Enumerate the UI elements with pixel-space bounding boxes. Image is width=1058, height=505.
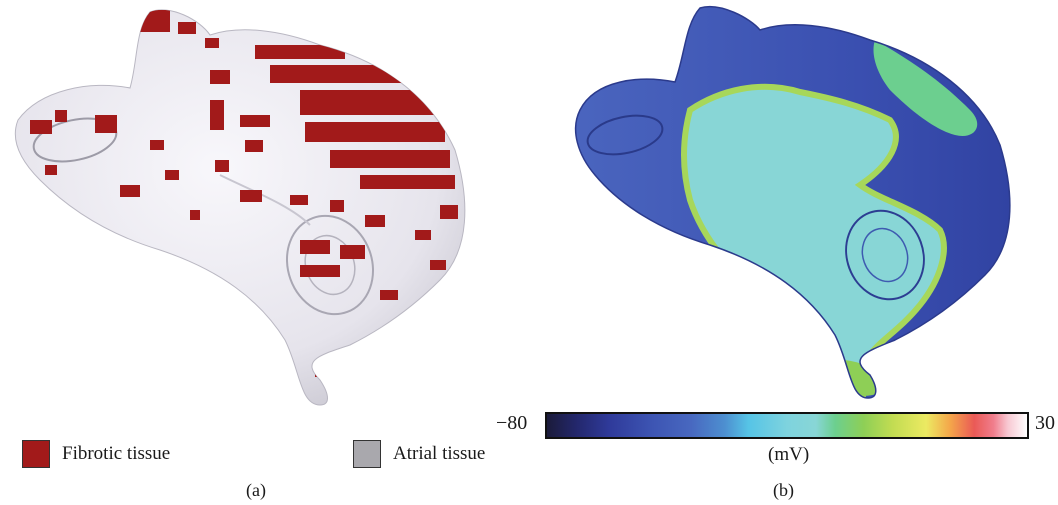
atrium-fibrosis-render bbox=[14, 9, 466, 406]
colorbar-unit-label: (mV) bbox=[768, 444, 810, 465]
voltage-colorbar bbox=[545, 412, 1029, 439]
atrial-label: Atrial tissue bbox=[393, 443, 486, 464]
colorbar-max-label: 30 bbox=[1035, 412, 1055, 434]
caption-b: (b) bbox=[773, 480, 794, 500]
fibrotic-label: Fibrotic tissue bbox=[62, 443, 171, 464]
atrial-swatch bbox=[353, 440, 381, 468]
legend-item-fibrotic: Fibrotic tissue bbox=[22, 440, 170, 468]
colorbar-min-label: −80 bbox=[496, 412, 528, 434]
legend-item-atrial: Atrial tissue bbox=[353, 440, 485, 468]
caption-a: (a) bbox=[246, 480, 266, 500]
fibrotic-swatch bbox=[22, 440, 50, 468]
voltage-map-outline bbox=[574, 6, 1011, 399]
atrium-surface bbox=[14, 9, 466, 406]
voltage-map-surface bbox=[575, 6, 1010, 399]
voltage-map-render bbox=[574, 6, 1011, 399]
